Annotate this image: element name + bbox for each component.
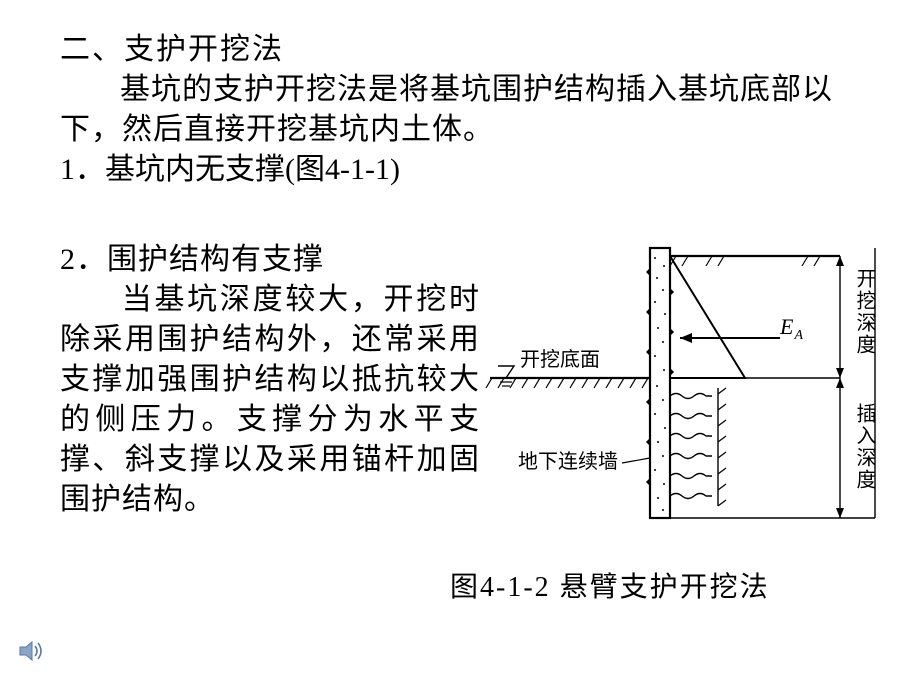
subsection-2-title: 2．围护结构有支撑 [60, 240, 480, 280]
sound-icon[interactable] [18, 639, 46, 668]
subsection-2-body: 当基坑深度较大，开挖时除采用围护结构外，还常采用支撑加强围护结构以抵抗较大的侧压… [60, 280, 480, 520]
figure-caption: 图4-1-2 悬臂支护开挖法 [450, 565, 770, 605]
intro-text: 基坑的支护开挖法是将基坑围护结构插入基坑底部以下，然后直接开挖基坑内土体。 [60, 73, 833, 146]
label-excavation-depth: 开挖深度 [850, 268, 879, 356]
section-heading: 二、支护开挖法 [60, 30, 880, 70]
section-2-text: 2．围护结构有支撑 当基坑深度较大，开挖时除采用围护结构外，还常采用支撑加强围护… [60, 240, 480, 520]
label-wall: 地下连续墙 [518, 450, 618, 473]
excavation-diagram-svg: EA 开挖底面 [480, 238, 890, 538]
subsection-1: 1．基坑内无支撑(图4-1-1) [60, 150, 880, 190]
intro-paragraph: 基坑的支护开挖法是将基坑围护结构插入基坑底部以下，然后直接开挖基坑内土体。 [60, 70, 880, 150]
figure-diagram: EA 开挖底面 [480, 238, 890, 543]
subsection-2-body-text: 当基坑深度较大，开挖时除采用围护结构外，还常采用支撑加强围护结构以抵抗较大的侧压… [60, 283, 480, 516]
label-excavation-bottom: 开挖底面 [520, 348, 600, 371]
label-insertion-depth: 插入深度 [850, 403, 879, 491]
force-label: EA [779, 314, 803, 343]
